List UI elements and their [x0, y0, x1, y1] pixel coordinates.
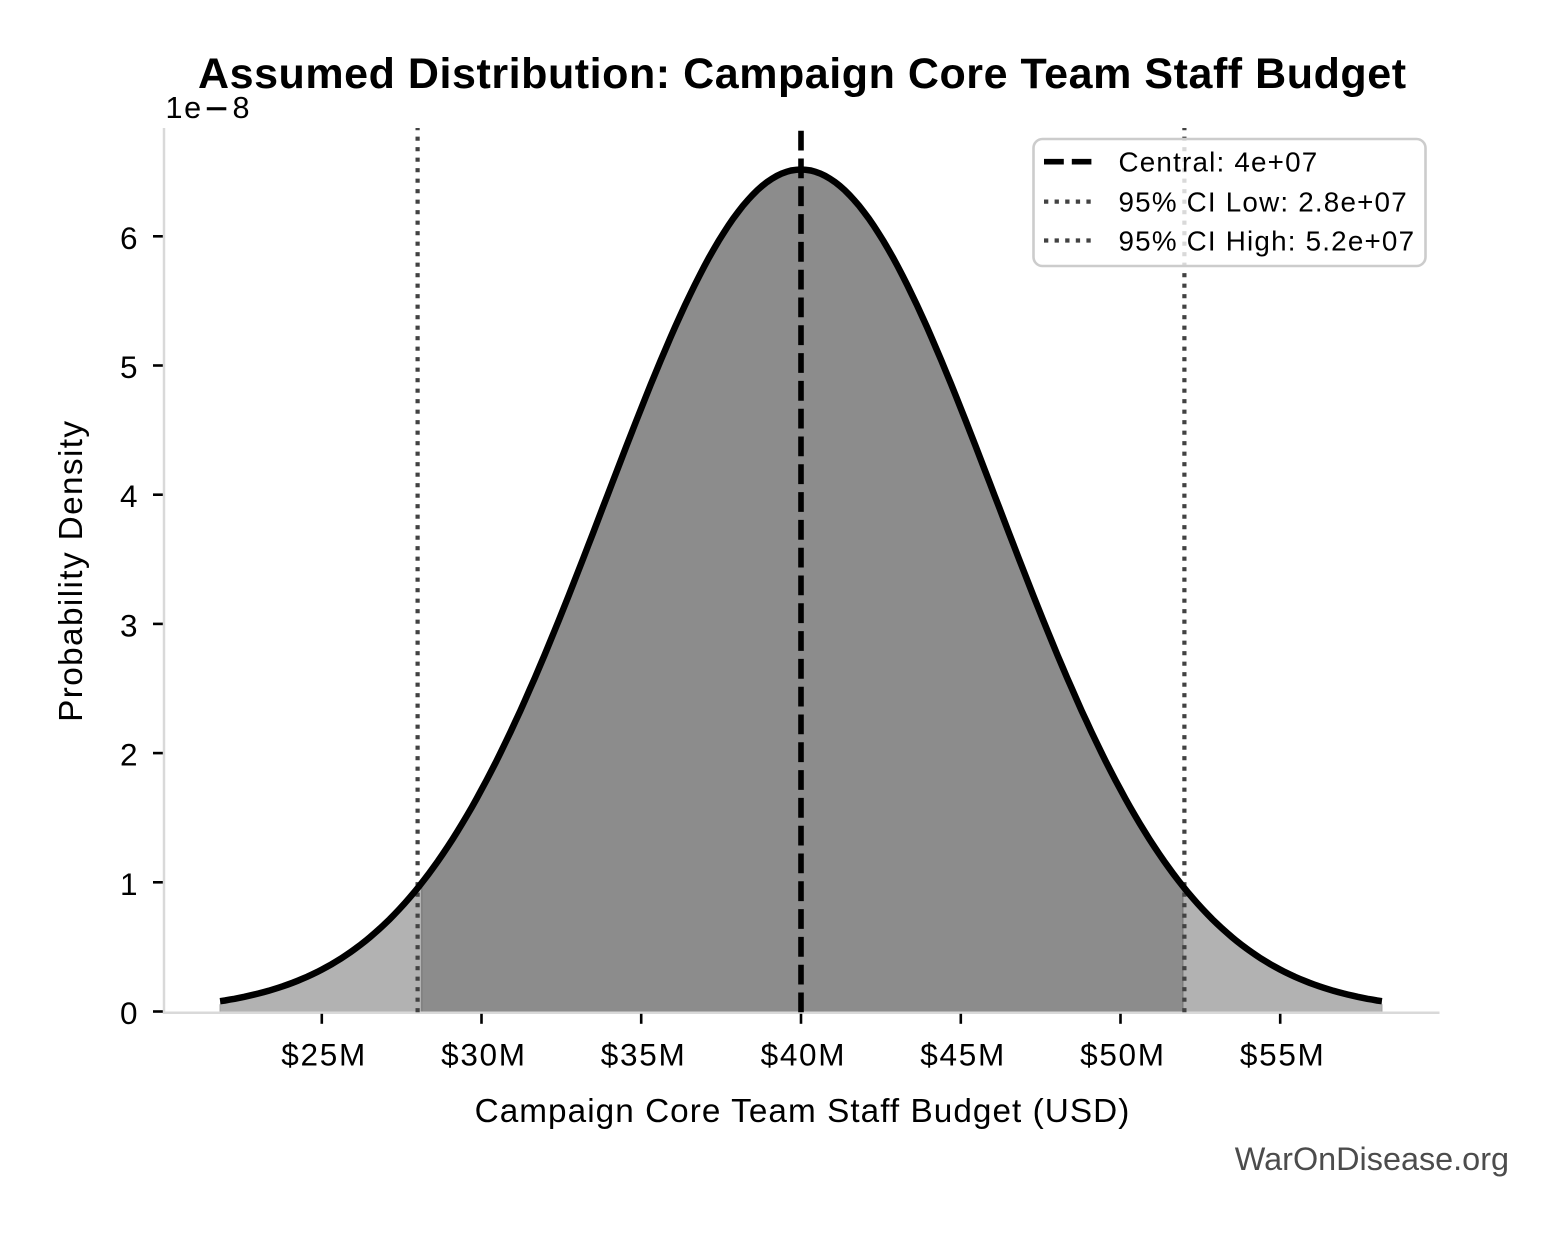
svg-text:Assumed Distribution: Campaign: Assumed Distribution: Campaign Core Team… [198, 50, 1407, 98]
svg-text:95% CI High: 5.2e+07: 95% CI High: 5.2e+07 [1119, 226, 1416, 257]
svg-text:6: 6 [120, 220, 138, 256]
svg-text:2: 2 [120, 737, 138, 773]
svg-text:1: 1 [120, 866, 138, 902]
svg-text:WarOnDisease.org: WarOnDisease.org [1235, 1141, 1509, 1177]
svg-text:$25M: $25M [281, 1037, 367, 1073]
svg-text:Campaign Core Team Staff Budge: Campaign Core Team Staff Budget (USD) [475, 1093, 1131, 1130]
svg-text:1e: 1e [166, 91, 203, 125]
svg-text:3: 3 [120, 607, 138, 643]
svg-text:$55M: $55M [1240, 1037, 1326, 1073]
svg-text:$35M: $35M [601, 1037, 687, 1073]
svg-text:5: 5 [120, 349, 138, 385]
svg-text:Central: 4e+07: Central: 4e+07 [1119, 147, 1319, 178]
svg-text:8: 8 [233, 91, 250, 125]
svg-text:0: 0 [120, 995, 138, 1031]
svg-text:$40M: $40M [761, 1037, 847, 1073]
svg-text:95% CI Low: 2.8e+07: 95% CI Low: 2.8e+07 [1119, 187, 1408, 218]
svg-text:$50M: $50M [1080, 1037, 1166, 1073]
svg-text:$45M: $45M [920, 1037, 1006, 1073]
svg-text:$30M: $30M [441, 1037, 527, 1073]
svg-text:Probability Density: Probability Density [53, 420, 90, 722]
svg-text:4: 4 [120, 478, 138, 514]
